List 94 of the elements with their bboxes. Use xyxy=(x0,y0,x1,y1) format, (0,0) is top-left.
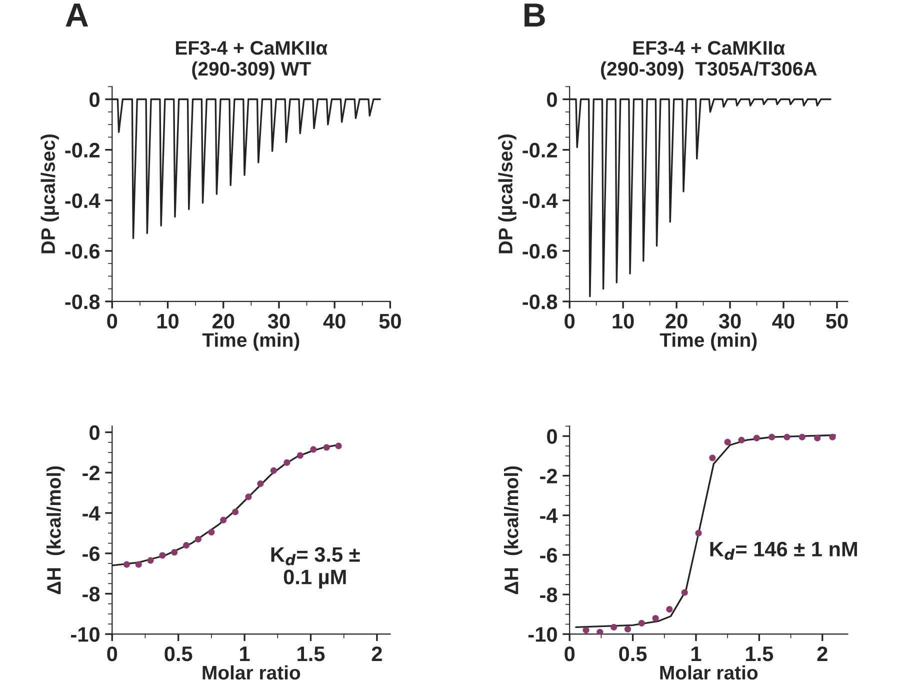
y-tick-label: -10 xyxy=(528,627,557,642)
y-axis-title: ΔH (kcal/mol) xyxy=(504,466,522,594)
point xyxy=(257,480,264,488)
x-axis-title: Molar ratio xyxy=(660,665,758,680)
x-tick-label: 0 xyxy=(564,314,575,329)
x-axis-title: Molar ratio xyxy=(202,665,300,680)
y-tick-label: -8 xyxy=(82,586,100,602)
point xyxy=(582,626,590,634)
y-tick-label: -2 xyxy=(82,466,100,480)
x-axis-title: Time (min) xyxy=(660,332,757,351)
y-tick-label: -0.2 xyxy=(65,142,100,158)
point xyxy=(695,530,702,536)
point xyxy=(814,434,821,442)
point xyxy=(296,452,304,459)
x-tick-label: 50 xyxy=(379,314,401,329)
x-tick-label: 40 xyxy=(323,314,346,329)
y-tick-label: -10 xyxy=(71,627,100,642)
y-tick-label: -0.6 xyxy=(65,244,100,259)
point xyxy=(171,549,178,556)
y-tick-label: -4 xyxy=(540,508,558,523)
y-tick-label: -0.6 xyxy=(522,244,558,259)
y-tick-label: -8 xyxy=(540,587,558,602)
x-tick-label: 1.5 xyxy=(298,646,325,662)
annotation: K$_{d}$= 146 ± 1 nM xyxy=(710,542,857,560)
text: A xyxy=(66,4,88,26)
point xyxy=(596,628,604,634)
x-tick-label: 10 xyxy=(157,314,178,329)
x-tick-label: 1.5 xyxy=(746,646,774,662)
point xyxy=(768,434,776,440)
point xyxy=(182,542,190,549)
point xyxy=(310,446,317,453)
y-tick-label: -0.4 xyxy=(65,193,100,208)
point xyxy=(323,444,330,451)
point xyxy=(135,561,142,568)
point xyxy=(784,434,790,440)
text: B xyxy=(524,4,545,26)
y-tick-label: -0.2 xyxy=(522,142,557,158)
point xyxy=(638,620,645,626)
y-tick-label: -2 xyxy=(540,468,557,484)
x-axis-title: Time (min) xyxy=(202,332,300,351)
y-tick-label: -0.8 xyxy=(522,294,558,310)
point xyxy=(147,557,154,564)
point xyxy=(159,552,166,559)
y-tick-label: -0.4 xyxy=(522,193,558,208)
point xyxy=(335,442,342,450)
point xyxy=(624,626,632,632)
x-tick-label: 2 xyxy=(372,646,382,661)
point xyxy=(724,438,731,446)
y-tick-label: 0 xyxy=(90,92,100,108)
x-tick-label: 40 xyxy=(772,314,794,329)
chart-title: EF3-4 + CaMKIIα (290-309) WT xyxy=(176,40,328,80)
annotation: K$_{d}$= 3.5 ± 0.1 µM xyxy=(271,547,360,588)
x-tick-label: 20 xyxy=(666,314,688,329)
x-tick-label: 1 xyxy=(240,646,250,661)
point xyxy=(610,624,618,630)
y-tick-label: 0 xyxy=(547,429,557,444)
point xyxy=(232,508,239,516)
y-tick-label: -4 xyxy=(82,506,100,521)
point xyxy=(798,434,806,440)
point xyxy=(652,614,659,622)
point xyxy=(208,528,215,536)
x-tick-label: 30 xyxy=(718,314,741,329)
chart-title: EF3-4 + CaMKIIα (290-309) T305A/T306A xyxy=(600,40,817,80)
point xyxy=(709,454,716,462)
point xyxy=(220,516,227,524)
x-tick-label: 2 xyxy=(817,646,828,661)
point xyxy=(270,467,277,474)
point xyxy=(666,606,673,613)
x-tick-label: 10 xyxy=(612,314,634,329)
point xyxy=(829,434,836,440)
y-axis-title: DP (µcal/sec) xyxy=(40,134,59,254)
point xyxy=(681,589,688,596)
y-tick-label: 0 xyxy=(547,92,557,108)
point xyxy=(123,561,130,568)
x-tick-label: 20 xyxy=(212,314,234,329)
x-tick-label: 1 xyxy=(692,646,702,661)
y-tick-label: -6 xyxy=(540,548,558,563)
x-tick-label: 0 xyxy=(107,314,118,329)
point xyxy=(245,494,252,500)
x-tick-label: 50 xyxy=(826,314,848,329)
x-tick-label: 30 xyxy=(268,314,290,329)
x-tick-label: 0 xyxy=(564,646,575,662)
point xyxy=(753,434,760,442)
y-tick-label: -0.8 xyxy=(65,294,100,310)
x-tick-label: 0.5 xyxy=(619,646,647,662)
x-tick-label: 0 xyxy=(107,646,118,662)
y-axis-title: DP (µcal/sec) xyxy=(498,134,516,254)
y-tick-label: -6 xyxy=(82,546,100,562)
y-axis-title: ΔH (kcal/mol) xyxy=(46,466,65,594)
point xyxy=(194,536,202,543)
point xyxy=(284,459,290,466)
x-tick-label: 0.5 xyxy=(164,646,192,662)
point xyxy=(738,436,745,444)
y-tick-label: 0 xyxy=(90,425,100,440)
